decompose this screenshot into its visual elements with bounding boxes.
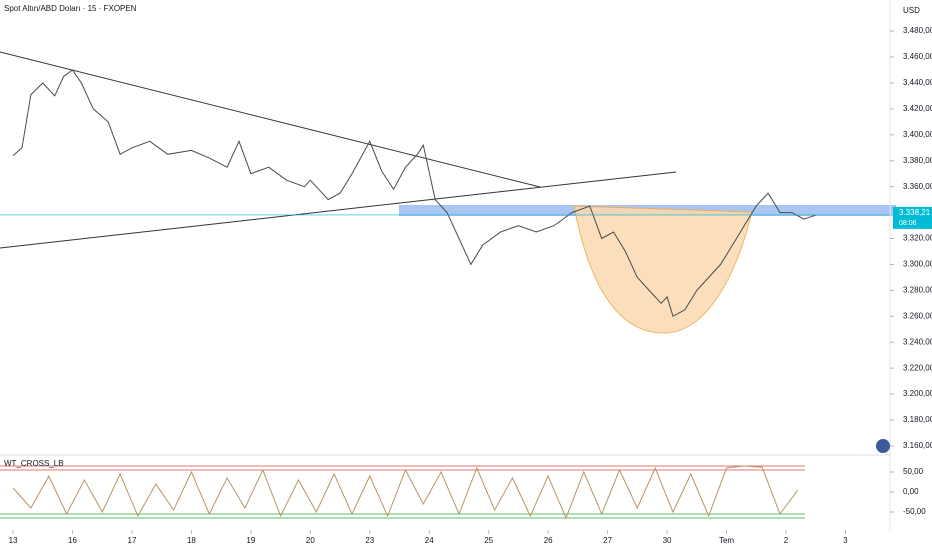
y-tick-label: 3.320,00 [903, 234, 932, 243]
x-tick-label: 23 [365, 536, 374, 545]
y-tick-label: 3.160,00 [903, 441, 932, 450]
y-tick-label: 3.460,00 [903, 52, 932, 61]
price-line [12, 465, 799, 520]
y-tick-label: 3.360,00 [903, 182, 932, 191]
trend-line [0, 51, 541, 188]
x-tick-label: 26 [544, 536, 553, 545]
y-tick-label: 3.400,00 [903, 130, 932, 139]
x-tick-label: 30 [663, 536, 672, 545]
indicator-title: WT_CROSS_LB [4, 459, 64, 468]
y-tick-label: -50,00 [903, 507, 926, 516]
y-tick-label: 3.260,00 [903, 311, 932, 320]
x-tick-label: 18 [187, 536, 196, 545]
y-tick-label: 3.180,00 [903, 415, 932, 424]
y-tick-label: 3.440,00 [903, 78, 932, 87]
last-price-tag [893, 206, 932, 229]
y-tick-label: 3.220,00 [903, 363, 932, 372]
last-price-label: 3.338,21 [899, 208, 931, 217]
flag-icon[interactable] [876, 439, 890, 453]
trend-line [0, 171, 677, 249]
x-tick-label: 24 [425, 536, 434, 545]
x-tick-label: 16 [68, 536, 77, 545]
y-tick-label: 3.420,00 [903, 104, 932, 113]
y-tick-label: 50,00 [903, 467, 924, 476]
x-tick-label: 20 [306, 536, 315, 545]
y-tick-label: 3.380,00 [903, 156, 932, 165]
x-tick-label: 27 [603, 536, 612, 545]
y-tick-label: 3.280,00 [903, 285, 932, 294]
x-tick-label: 3 [843, 536, 848, 545]
y-tick-label: 3.240,00 [903, 337, 932, 346]
currency: USD [903, 6, 920, 15]
x-tick-label: 17 [128, 536, 137, 545]
countdown: 08:06 [899, 220, 917, 227]
price-line [12, 69, 816, 318]
x-tick-label: 2 [784, 536, 789, 545]
cup-pattern [573, 205, 753, 334]
y-tick-label: 3.300,00 [903, 260, 932, 269]
y-tick-label: 3.480,00 [903, 26, 932, 35]
chart-title: Spot Altın/ABD Doları · 15 · FXOPEN [4, 4, 137, 13]
y-tick-label: 0,00 [903, 487, 919, 496]
x-tick-label: 13 [9, 536, 18, 545]
x-tick-label: 19 [246, 536, 255, 545]
x-tick-label: Tem [719, 536, 734, 545]
x-tick-label: 25 [484, 536, 493, 545]
y-tick-label: 3.200,00 [903, 389, 932, 398]
